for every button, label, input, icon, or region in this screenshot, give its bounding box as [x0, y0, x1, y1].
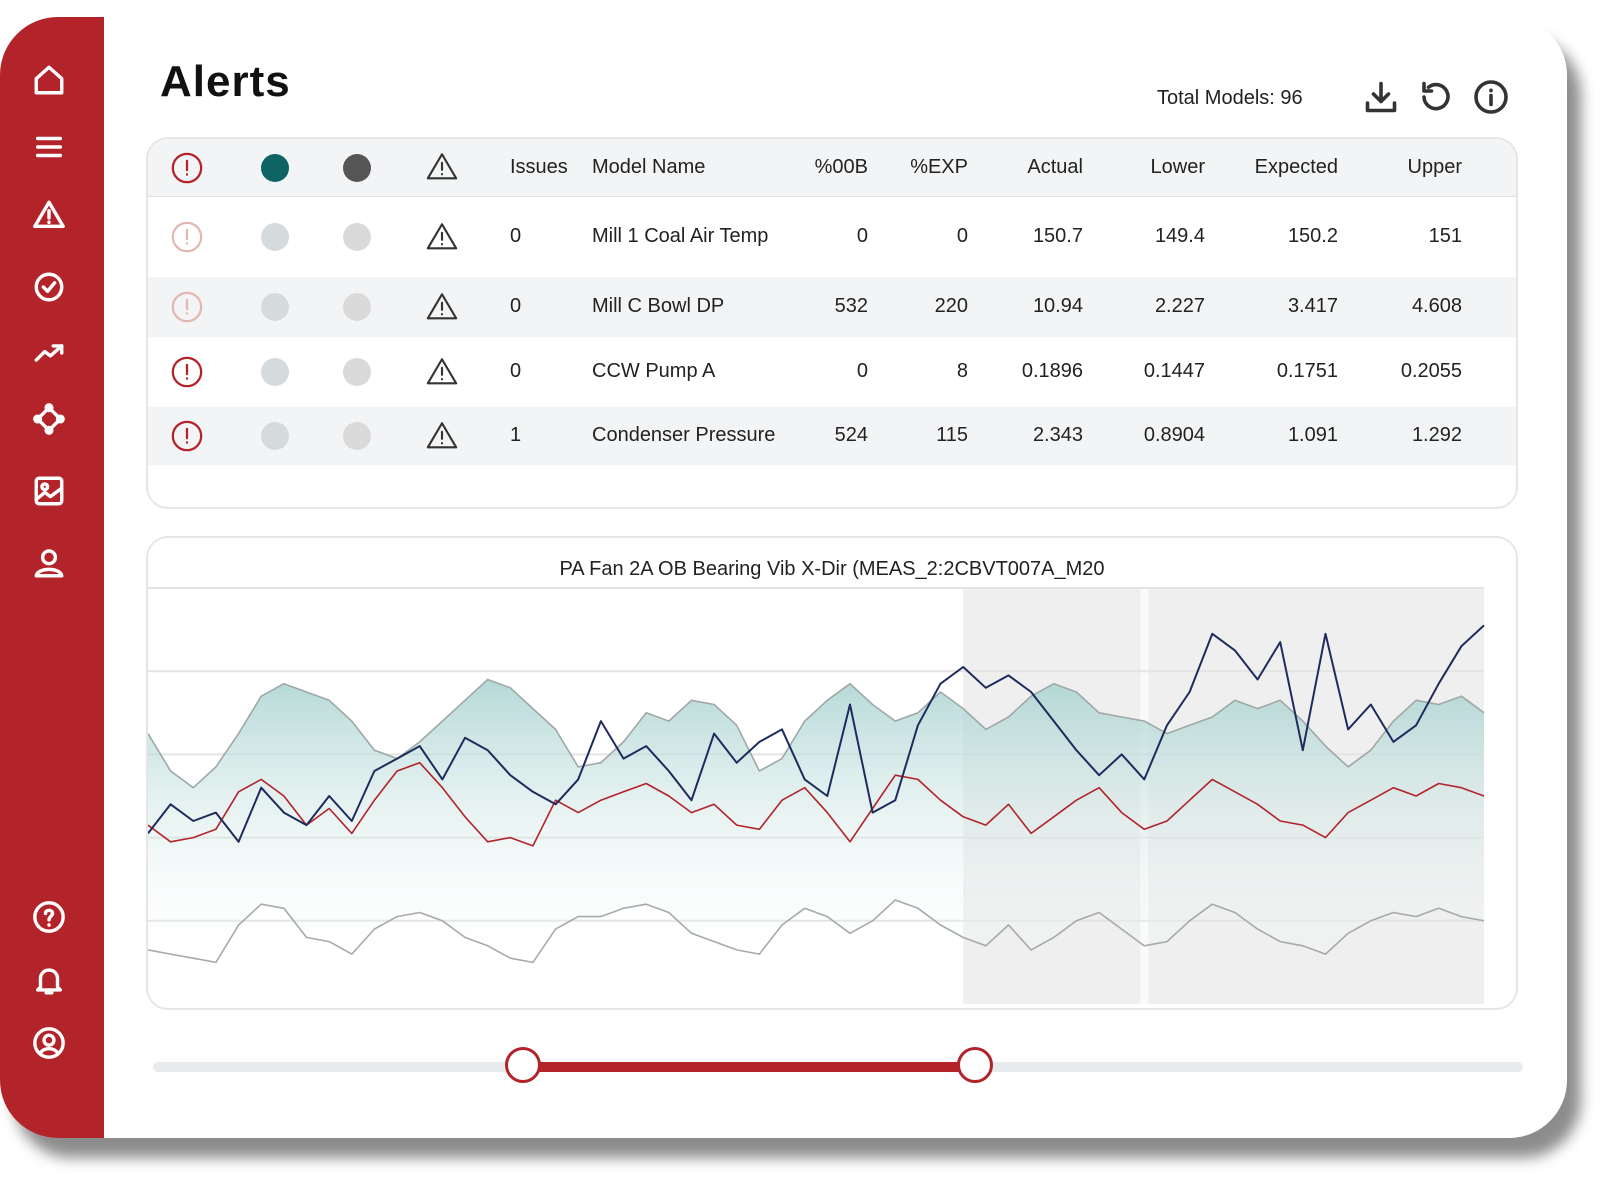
status-dot: [261, 293, 289, 321]
account-icon[interactable]: [31, 1025, 67, 1061]
table-row[interactable]: 0 Mill 1 Coal Air Temp 0 0 150.7 149.4 1…: [148, 197, 1516, 277]
check-circle-icon[interactable]: [31, 269, 67, 305]
expected-cell: 0.1751: [1276, 360, 1338, 382]
table-row[interactable]: 0 Mill C Bowl DP 532 220 10.94 2.227 3.4…: [148, 277, 1516, 337]
range-end-handle[interactable]: [957, 1047, 993, 1083]
issues-cell: 1: [510, 424, 522, 446]
app-window: Alerts Total Models: 96 Issues Model Nam…: [0, 17, 1567, 1138]
header-exp[interactable]: %EXP: [910, 156, 968, 178]
header-model-name[interactable]: Model Name: [592, 156, 706, 178]
bell-icon[interactable]: [31, 962, 67, 998]
lower-series-line: [148, 899, 1485, 964]
alert-circle-icon[interactable]: [170, 151, 204, 185]
alert-circle-icon[interactable]: [170, 355, 204, 389]
alert-circle-icon[interactable]: [170, 419, 204, 453]
chart-title: PA Fan 2A OB Bearing Vib X-Dir (MEAS_2:2…: [559, 558, 1105, 580]
upper-series-line: [148, 678, 1485, 789]
refresh-icon[interactable]: [1418, 79, 1454, 115]
status-dot: [343, 293, 371, 321]
network-icon[interactable]: [31, 401, 67, 437]
lower-cell: 2.227: [1154, 295, 1205, 317]
table-row[interactable]: 1 Condenser Pressure 524 115 2.343 0.890…: [148, 407, 1516, 465]
oob-cell: 0: [856, 360, 868, 382]
issues-cell: 0: [510, 295, 522, 317]
actual-series-line: [148, 624, 1485, 843]
expected-series-line: [148, 761, 1485, 847]
status-dot: [343, 422, 371, 450]
home-icon[interactable]: [31, 62, 67, 98]
header-oob[interactable]: %00B: [814, 156, 868, 178]
menu-icon[interactable]: [31, 129, 67, 165]
upper-cell: 151: [1428, 225, 1462, 247]
model-name-cell[interactable]: Mill C Bowl DP: [592, 295, 725, 317]
warning-icon[interactable]: [425, 220, 459, 254]
status-dot: [261, 223, 289, 251]
header-lower[interactable]: Lower: [1150, 156, 1205, 178]
alert-circle-icon[interactable]: [170, 290, 204, 324]
trend-icon[interactable]: [31, 335, 67, 371]
total-models-label: Total Models: 96: [1157, 87, 1303, 109]
upper-cell: 4.608: [1411, 295, 1462, 317]
teal-status-dot[interactable]: [261, 154, 289, 182]
exp-cell: 220: [934, 295, 968, 317]
status-dot: [343, 358, 371, 386]
warning-icon[interactable]: [425, 150, 459, 184]
range-start-handle[interactable]: [504, 1047, 541, 1083]
table-header: Issues Model Name %00B %EXP Actual Lower…: [148, 139, 1516, 197]
issues-cell: 0: [510, 225, 522, 247]
expected-cell: 150.2: [1287, 225, 1338, 247]
table-row[interactable]: 0 CCW Pump A 0 8 0.1896 0.1447 0.1751 0.…: [148, 337, 1516, 407]
model-name-cell[interactable]: Mill 1 Coal Air Temp: [592, 225, 769, 247]
image-icon[interactable]: [31, 473, 67, 509]
lower-cell: 0.8904: [1143, 424, 1205, 446]
alert-circle-icon[interactable]: [170, 220, 204, 254]
lower-cell: 0.1447: [1143, 360, 1205, 382]
download-icon[interactable]: [1363, 79, 1399, 115]
status-dot: [343, 223, 371, 251]
exp-cell: 115: [936, 424, 968, 446]
model-name-cell[interactable]: Condenser Pressure: [592, 424, 776, 446]
page-title: Alerts: [160, 57, 291, 106]
confidence-band: [148, 679, 1484, 963]
warning-icon[interactable]: [31, 197, 67, 233]
model-name-cell[interactable]: CCW Pump A: [592, 360, 716, 382]
warning-icon[interactable]: [425, 419, 459, 453]
header-issues[interactable]: Issues: [510, 156, 568, 178]
header-upper[interactable]: Upper: [1407, 156, 1462, 178]
trend-chart: PA Fan 2A OB Bearing Vib X-Dir (MEAS_2:2…: [146, 536, 1518, 1010]
exp-cell: 0: [956, 225, 968, 247]
help-icon[interactable]: [31, 899, 67, 935]
status-dot: [261, 422, 289, 450]
header-expected[interactable]: Expected: [1254, 156, 1338, 178]
sidebar: [0, 17, 104, 1138]
upper-cell: 0.2055: [1400, 360, 1462, 382]
oob-cell: 524: [834, 424, 868, 446]
actual-cell: 150.7: [1032, 225, 1083, 247]
alerts-table: Issues Model Name %00B %EXP Actual Lower…: [146, 137, 1518, 509]
header-actual[interactable]: Actual: [1027, 156, 1083, 178]
warning-icon[interactable]: [425, 355, 459, 389]
expected-cell: 1.091: [1287, 424, 1338, 446]
oob-cell: 0: [856, 225, 868, 247]
upper-cell: 1.292: [1411, 424, 1462, 446]
actual-cell: 0.1896: [1021, 360, 1083, 382]
actual-cell: 10.94: [1032, 295, 1083, 317]
oob-cell: 532: [834, 295, 868, 317]
exp-cell: 8: [956, 360, 968, 382]
grey-status-dot[interactable]: [343, 154, 371, 182]
range-slider-selection[interactable]: [522, 1062, 975, 1072]
status-dot: [261, 358, 289, 386]
lower-cell: 149.4: [1154, 225, 1205, 247]
user-icon[interactable]: [31, 545, 67, 581]
chart-plot[interactable]: [148, 538, 1512, 1004]
info-icon[interactable]: [1473, 79, 1509, 115]
warning-icon[interactable]: [425, 290, 459, 324]
actual-cell: 2.343: [1032, 424, 1083, 446]
expected-cell: 3.417: [1287, 295, 1338, 317]
issues-cell: 0: [510, 360, 522, 382]
